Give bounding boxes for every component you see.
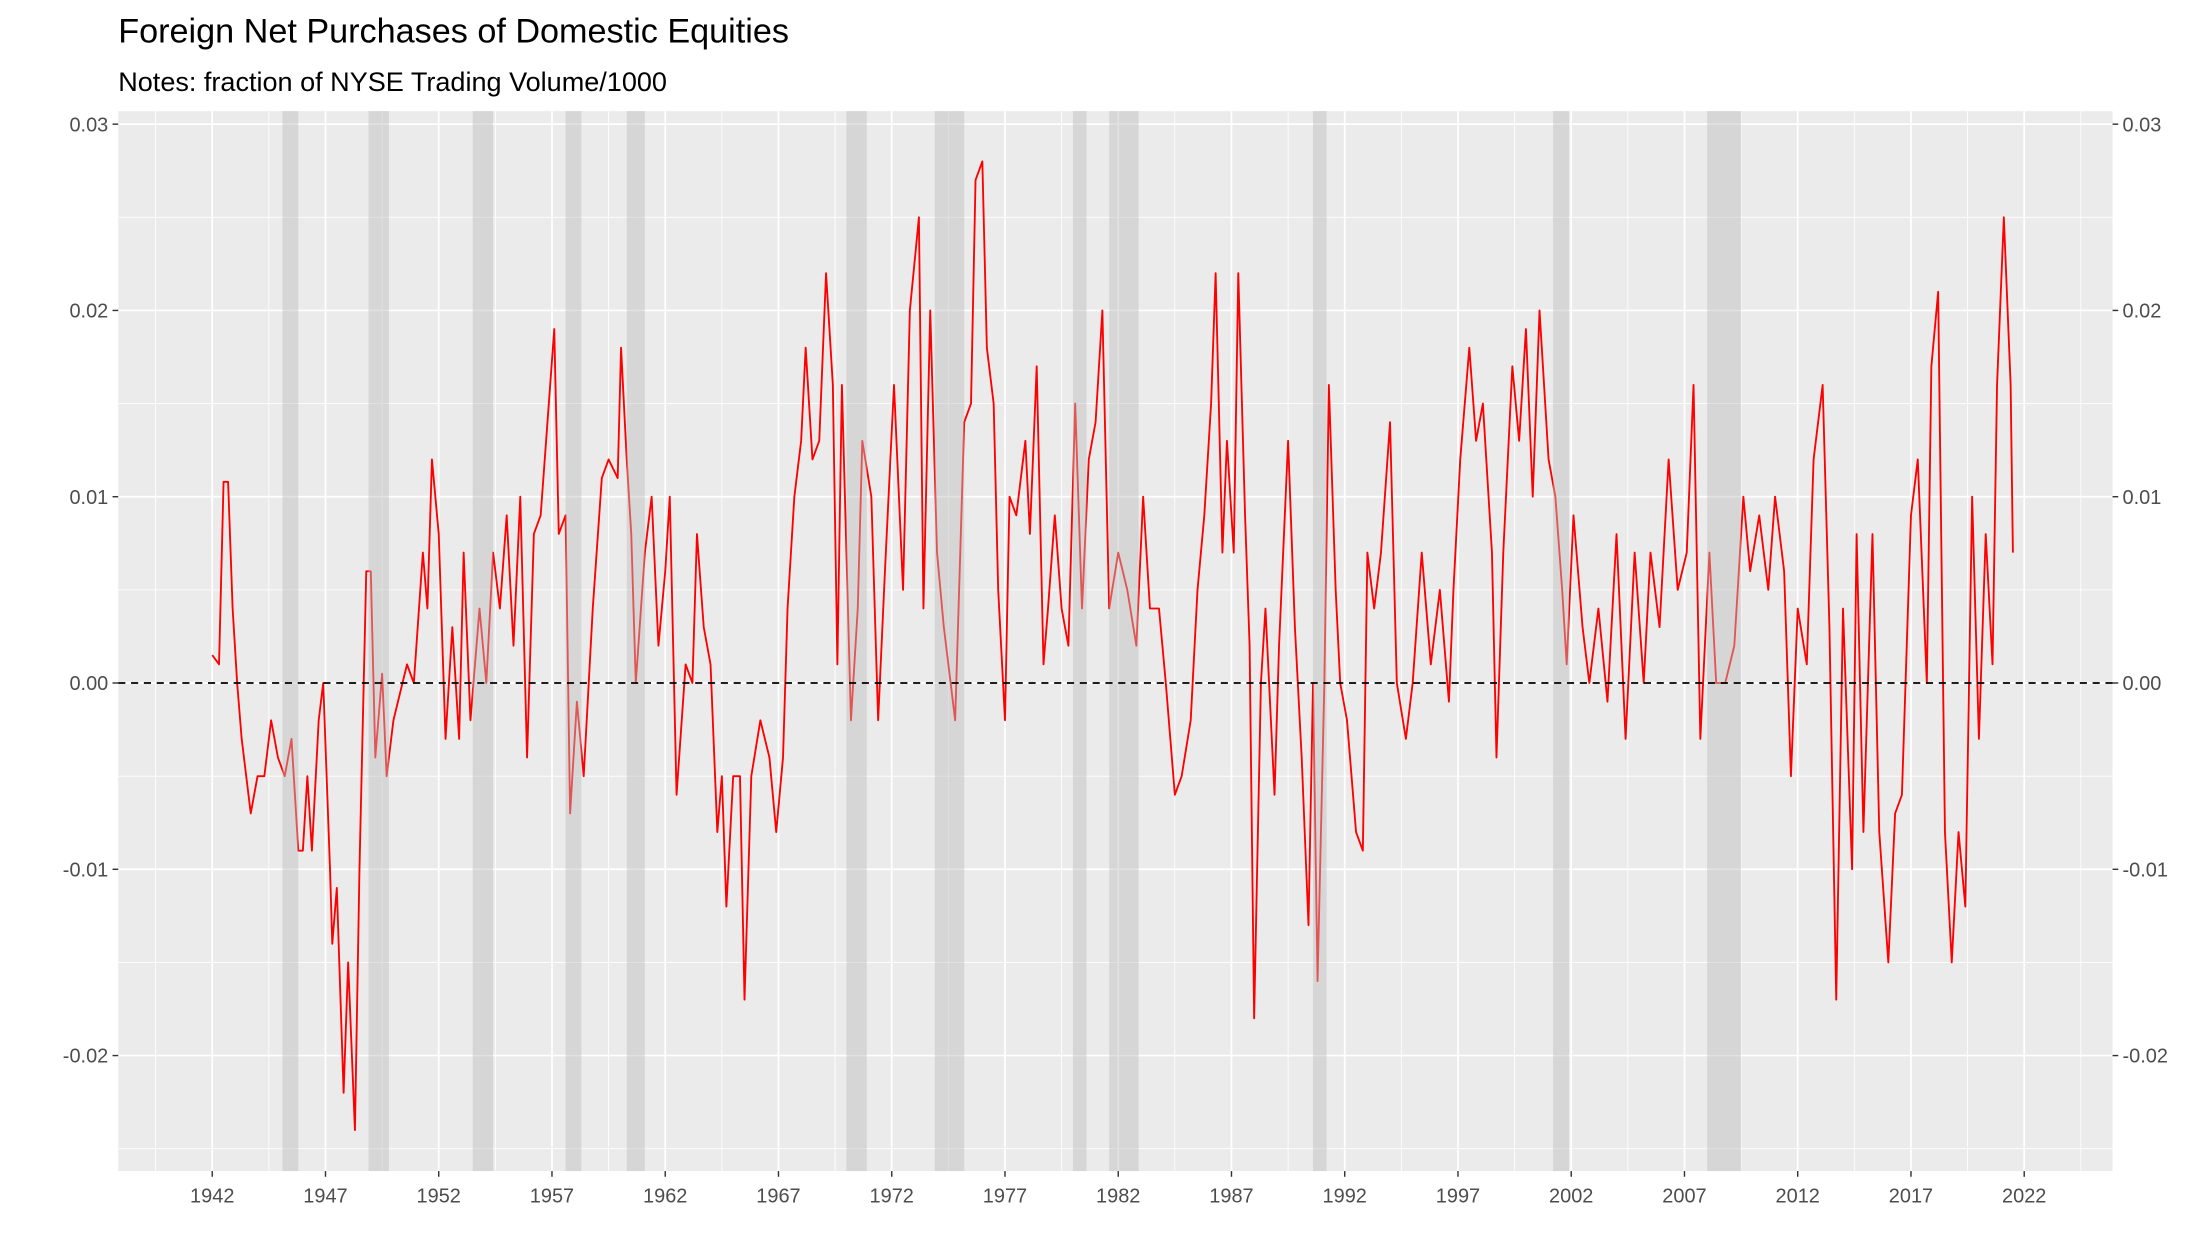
shaded-period [846,111,867,1172]
x-tick-label: 1997 [1436,1185,1480,1207]
x-tick-label: 2017 [1889,1185,1933,1207]
shaded-period [1707,111,1742,1172]
x-tick-label: 1982 [1096,1185,1140,1207]
x-tick-label: 1962 [643,1185,687,1207]
shaded-period [1109,111,1139,1172]
x-tick-label: 1972 [870,1185,914,1207]
x-tick-label: 2022 [2002,1185,2046,1207]
shaded-period [934,111,965,1172]
y-tick-label: 0.02 [69,301,108,323]
y-tick-label: -0.01 [63,859,108,881]
shaded-period [472,111,494,1172]
x-tick-label: 1967 [756,1185,800,1207]
x-tick-label: 1952 [417,1185,461,1207]
y-tick-label: 0.01 [69,487,108,509]
x-tick-label: 1977 [983,1185,1027,1207]
x-tick-label: 1987 [1209,1185,1253,1207]
shaded-period [1313,111,1327,1172]
chart-title: Foreign Net Purchases of Domestic Equiti… [118,13,789,51]
shaded-period [565,111,582,1172]
shaded-period [282,111,299,1172]
y-tick-label: 0.00 [69,673,108,695]
x-tick-label: 1947 [303,1185,347,1207]
y2-tick-label: -0.01 [2123,859,2168,881]
shaded-period [368,111,389,1172]
x-tick-label: 1957 [530,1185,574,1207]
y2-tick-label: 0.01 [2123,487,2162,509]
y2-tick-label: 0.03 [2123,114,2162,136]
shaded-period [626,111,645,1172]
data-line [211,160,2014,1132]
x-tick-label: 2002 [1549,1185,1593,1207]
y2-tick-label: -0.02 [2123,1046,2168,1068]
chart-subtitle: Notes: fraction of NYSE Trading Volume/1… [118,67,667,97]
y2-tick-label: 0.02 [2123,301,2162,323]
x-tick-label: 1992 [1323,1185,1367,1207]
y-tick-label: -0.02 [63,1046,108,1068]
shaded-period [1553,111,1569,1172]
x-tick-label: 2007 [1662,1185,1706,1207]
x-tick-label: 1942 [190,1185,234,1207]
y-tick-label: 0.03 [69,114,108,136]
x-tick-label: 2012 [1776,1185,1820,1207]
shaded-period [1072,111,1087,1172]
y2-tick-label: 0.00 [2123,673,2162,695]
